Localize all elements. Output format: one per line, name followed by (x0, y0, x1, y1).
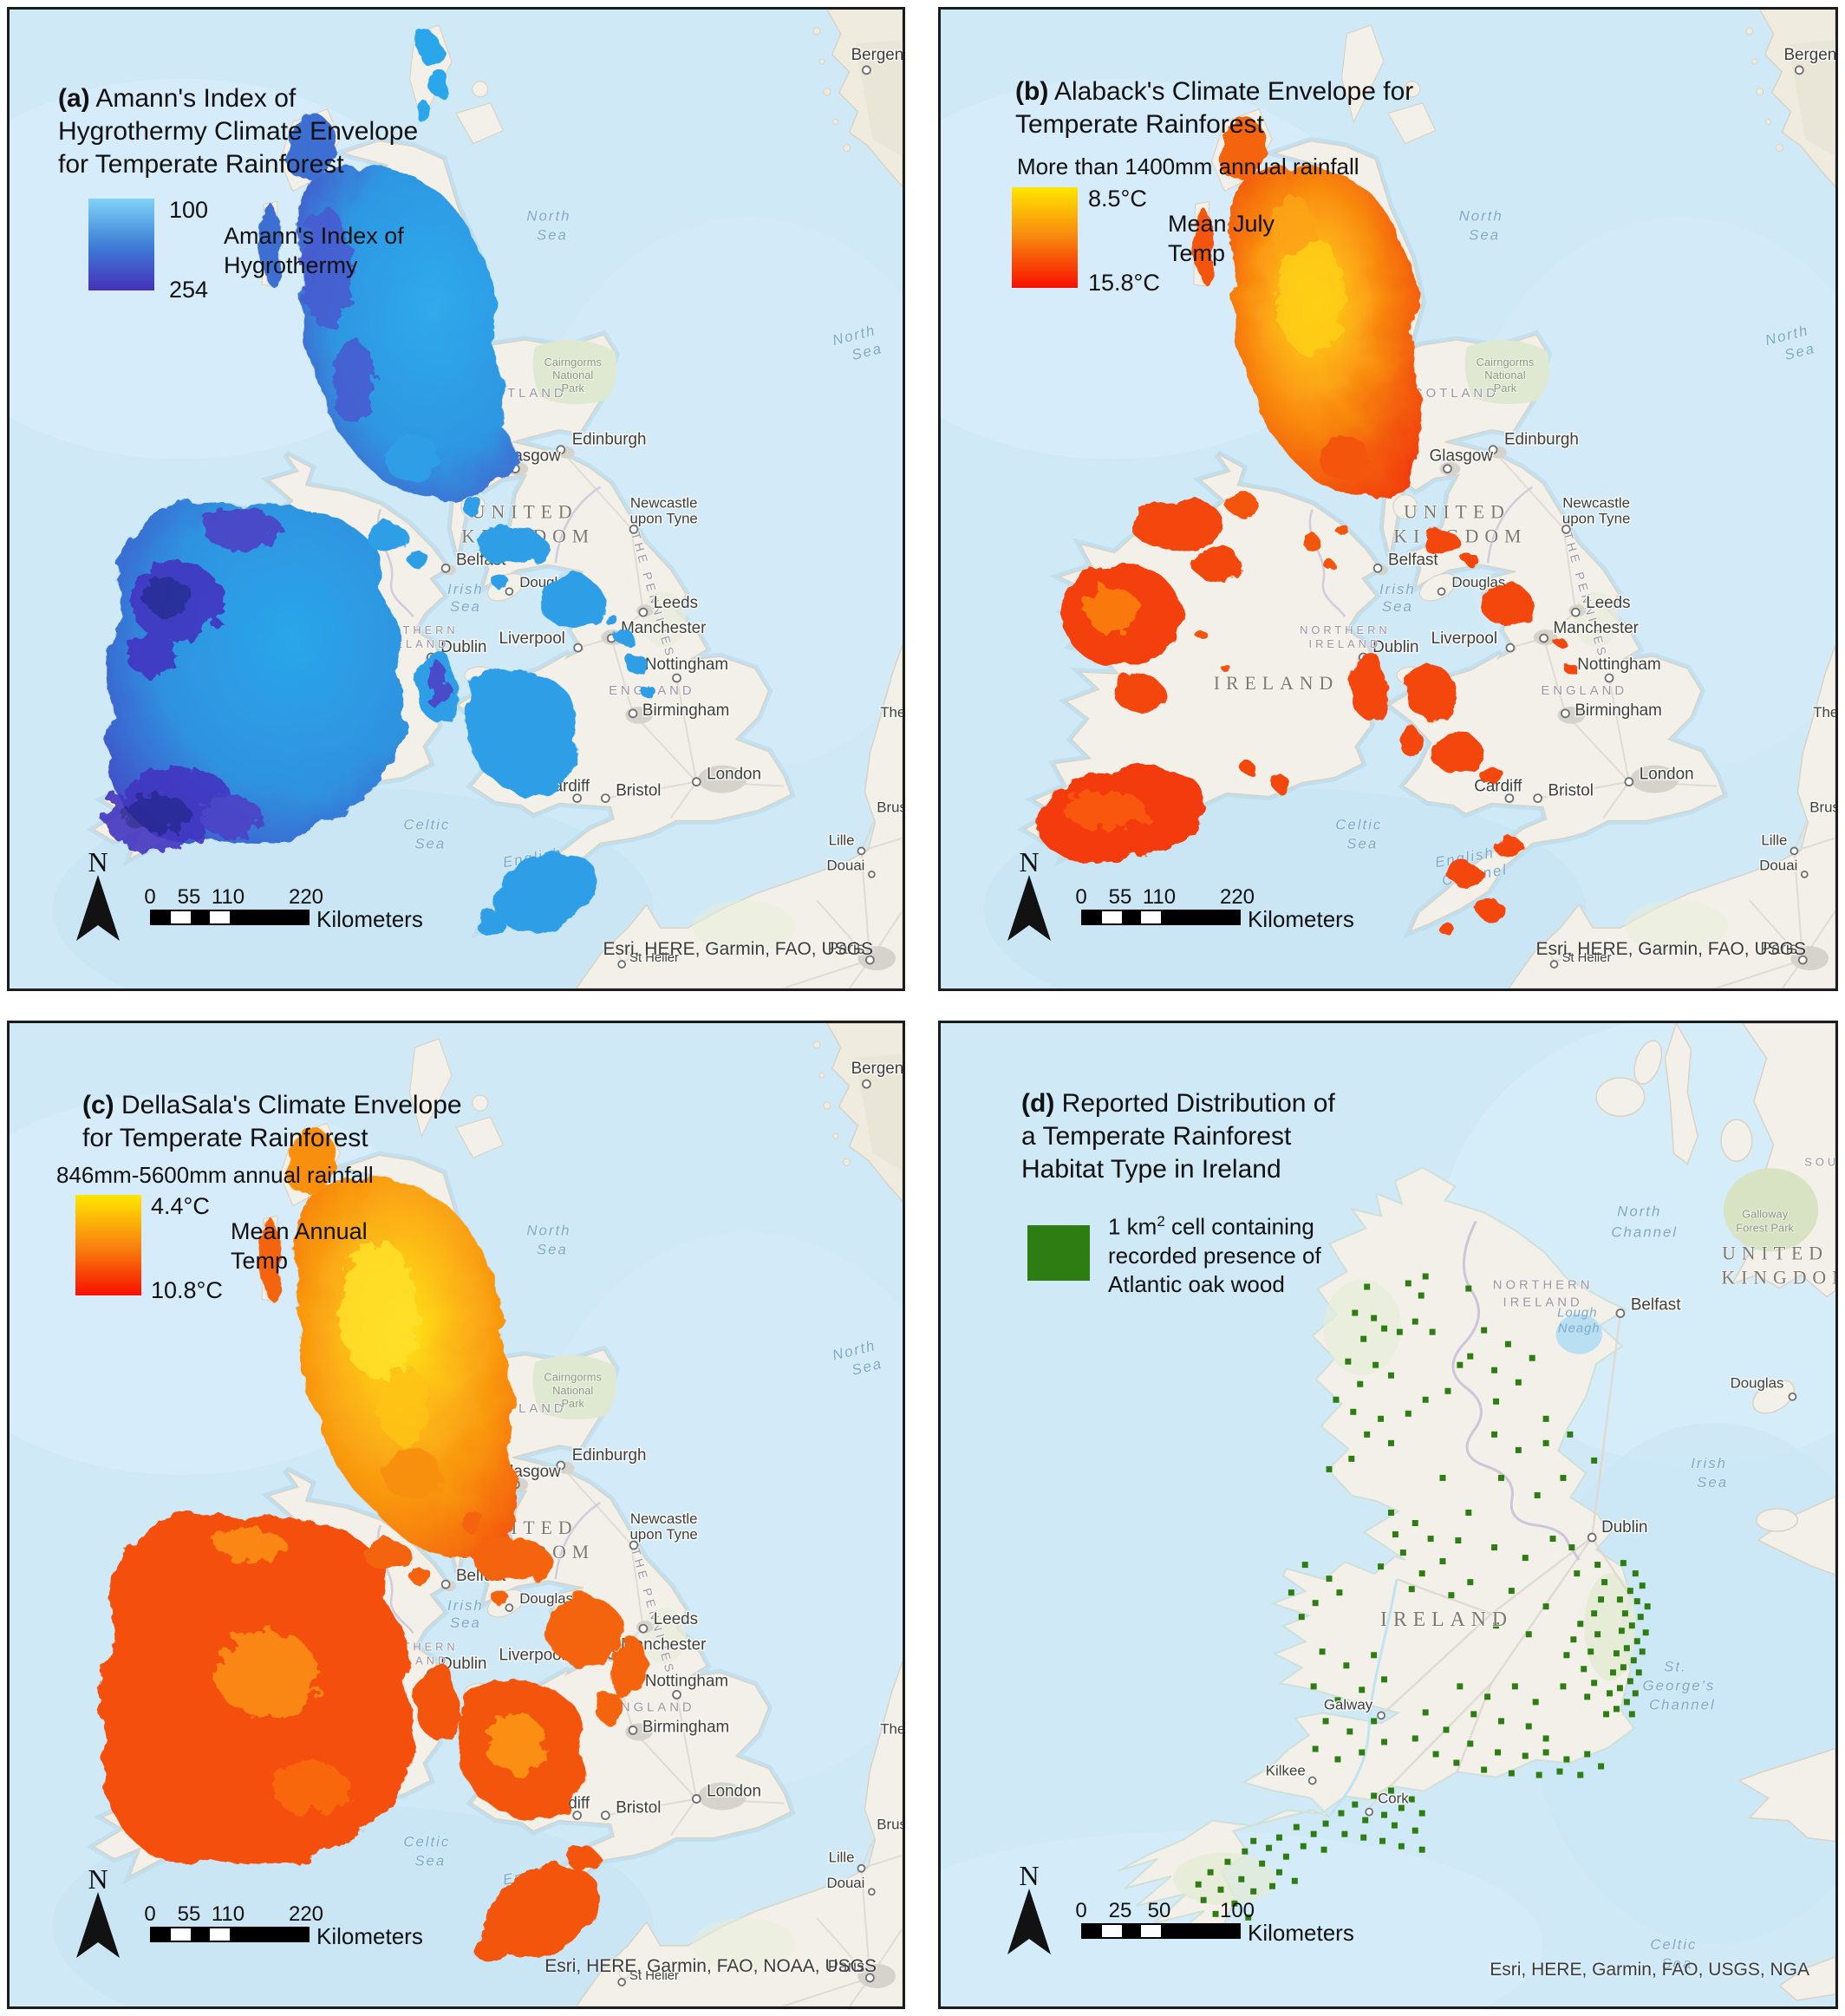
overlay-amann (105, 32, 656, 938)
legend-bottom-value-b: 15.8°C (1088, 270, 1160, 296)
svg-text:Forest Park: Forest Park (1736, 1221, 1794, 1234)
oakwood-dots-layer (1195, 1273, 1651, 1921)
map-b[interactable] (941, 10, 1835, 988)
svg-text:George's: George's (1643, 1677, 1716, 1693)
panel-b: (b) Alaback's Climate Envelope for Tempe… (938, 7, 1838, 991)
label-north-channel: North (1617, 1203, 1661, 1219)
svg-text:KINGDOM: KINGDOM (1721, 1266, 1835, 1288)
north-arrow-icon (1007, 1889, 1051, 1954)
scalebar-a: 0 55 110 220 Kilometers (144, 885, 423, 932)
label-south: SOUTH (1804, 1155, 1835, 1168)
legend-label-c: Mean Annual Temp (231, 1218, 368, 1274)
svg-text:Channel: Channel (1611, 1223, 1678, 1240)
north-arrow-icon (76, 875, 120, 941)
north-arrow-a: N (72, 848, 124, 947)
label-united-kingdom-d: UNITED (1722, 1242, 1829, 1263)
north-arrow-icon (1007, 875, 1051, 941)
label-celtic-sea-d: Celtic (1650, 1936, 1697, 1953)
legend-label-b: Mean July Temp (1168, 211, 1275, 266)
legend-bottom-value-a: 254 (169, 277, 209, 303)
north-arrow-icon (76, 1892, 120, 1958)
oakwood-swatch (1027, 1225, 1090, 1281)
legend-label-d: 1 km2 cell containing recorded presence … (1108, 1213, 1321, 1297)
panel-b-subtitle: More than 1400mm annual rainfall (1017, 153, 1359, 179)
legend-label-a: Amann's Index of Hygrothermy (224, 223, 404, 278)
north-arrow-c: N (72, 1865, 124, 1964)
legend-gradient-a (88, 199, 154, 290)
panel-c-title: (c) DellaSala's Climate Envelope for Tem… (82, 1091, 462, 1152)
attribution-d: Esri, HERE, Garmin, FAO, USGS, NGA (1490, 1960, 1809, 1980)
label-northern-ireland-d: NORTHERN (1493, 1277, 1594, 1292)
north-arrow-d: N (1003, 1862, 1055, 1961)
map-a[interactable] (10, 10, 903, 988)
label-belfast-d: Belfast (1631, 1296, 1681, 1315)
svg-text:Channel: Channel (1649, 1696, 1716, 1713)
label-douglas-d: Douglas (1731, 1375, 1784, 1392)
legend-bottom-value-c: 10.8°C (151, 1277, 223, 1303)
label-galway: Galway (1324, 1696, 1373, 1713)
label-st-georges-channel: St. (1664, 1658, 1687, 1674)
attribution-a: Esri, HERE, Garmin, FAO, USGS (603, 939, 873, 959)
label-dublin-d: Dublin (1601, 1518, 1647, 1536)
panel-d: North Channel Galloway Forest Park UNITE… (938, 1021, 1838, 2009)
map-d[interactable]: North Channel Galloway Forest Park UNITE… (941, 1023, 1835, 2006)
svg-text:Sea: Sea (1661, 1955, 1692, 1972)
panel-d-title: (d) Reported Distribution of a Temperate… (1021, 1089, 1335, 1184)
panel-b-title: (b) Alaback's Climate Envelope for Tempe… (1015, 77, 1414, 139)
label-ireland-d: IRELAND (1380, 1608, 1513, 1631)
panel-a-title: (a) Amann's Index of Hygrothermy Climate… (58, 84, 419, 179)
panel-c: (c) DellaSala's Climate Envelope for Tem… (7, 1021, 905, 2009)
legend-top-value-a: 100 (169, 197, 209, 223)
overlay-alaback (1036, 119, 1575, 934)
label-irish-sea-d: Irish (1691, 1455, 1727, 1471)
label-galloway-forest: Galloway (1742, 1207, 1789, 1220)
label-cork: Cork (1378, 1791, 1409, 1807)
attribution-c: Esri, HERE, Garmin, FAO, NOAA, USGS (544, 1956, 877, 1976)
overlay-dellasala (98, 1130, 645, 1964)
legend-gradient-c (75, 1195, 141, 1295)
svg-text:IRELAND: IRELAND (1503, 1295, 1582, 1310)
legend-top-value-b: 8.5°C (1088, 186, 1147, 212)
scalebar-b: 0 55 110 220 Kilometers (1075, 885, 1354, 932)
label-kilkee: Kilkee (1266, 1762, 1306, 1778)
scalebar-c: 0 55 110 220 Kilometers (144, 1902, 423, 1949)
scalebar-d: 0 25 50 100 Kilometers (1075, 1899, 1354, 1946)
label-lough-neagh: Lough (1557, 1306, 1597, 1321)
map-c[interactable] (10, 1023, 903, 2006)
legend-top-value-c: 4.4°C (151, 1193, 210, 1219)
legend-gradient-b (1012, 187, 1078, 288)
attribution-b: Esri, HERE, Garmin, FAO, USGS (1535, 939, 1806, 959)
north-arrow-b: N (1003, 848, 1055, 947)
svg-text:Sea: Sea (1697, 1474, 1728, 1491)
panel-a: (a) Amann's Index of Hygrothermy Climate… (7, 7, 905, 991)
svg-text:Neagh: Neagh (1558, 1321, 1601, 1336)
panel-c-subtitle: 846mm-5600mm annual rainfall (56, 1162, 374, 1188)
